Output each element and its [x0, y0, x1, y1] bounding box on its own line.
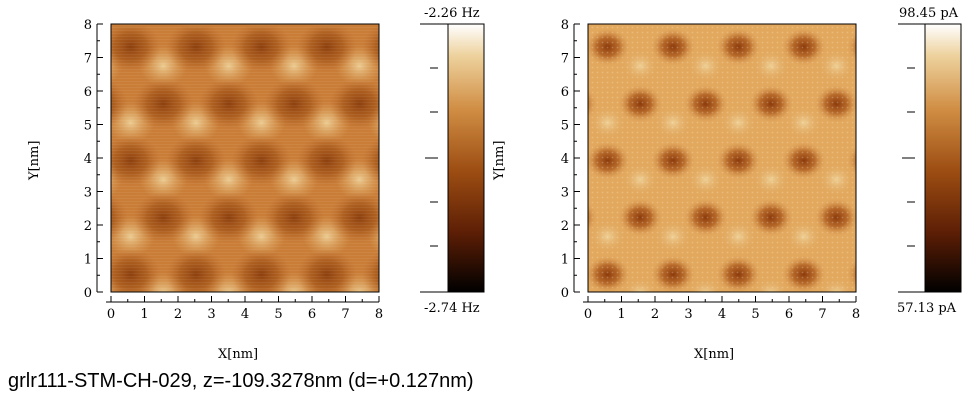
left-colorbar-min: -2.74 Hz: [424, 301, 480, 316]
left-ylabel: Y[nm]: [27, 141, 42, 181]
right-x-tick-label: 1: [617, 307, 625, 322]
left-y-tick-label: 2: [84, 219, 92, 234]
right-y-tick-label: 8: [561, 18, 569, 33]
left-colorbar-gradient: [447, 23, 485, 293]
left-y-tick-label: 5: [84, 119, 92, 134]
right-colorbar: 98.45 pA 57.13 pA: [897, 6, 962, 316]
figure-caption: grlr111-STM-CH-029, z=-109.3278nm (d=+0.…: [8, 370, 474, 392]
left-x-tick-label: 7: [341, 307, 349, 322]
right-y-tick-label: 3: [561, 186, 569, 201]
right-x-tick-label: 0: [584, 307, 592, 322]
left-x-tick-label: 5: [274, 307, 282, 322]
right-colorbar-ticks: [902, 67, 915, 247]
left-image-frame: [110, 23, 380, 293]
right-x-tick-label: 3: [684, 307, 692, 322]
right-x-tick-label: 2: [651, 307, 659, 322]
left-y-tick-label: 7: [84, 52, 92, 67]
right-x-tick-label: 4: [718, 307, 726, 322]
left-colorbar-max: -2.26 Hz: [424, 6, 480, 21]
left-y-tick-label: 4: [84, 152, 92, 167]
right-y-tick-label: 2: [561, 219, 569, 234]
left-xlabel: X[nm]: [218, 347, 258, 362]
left-x-tick-label: 4: [241, 307, 249, 322]
left-x-tick-label: 0: [107, 307, 115, 322]
right-colorbar-min: 57.13 pA: [897, 301, 957, 316]
right-x-tick-label: 7: [818, 307, 826, 322]
right-y-tick-label: 5: [561, 119, 569, 134]
left-panel: 0 1 2 3 4 5 6 7 8 0 1 2 3 4 5 6 7 8 X[nm] Y[nm]: [27, 18, 383, 362]
left-y-tick-label: 3: [84, 186, 92, 201]
left-axes: 0 1 2 3 4 5 6 7 8 0 1 2 3 4 5 6 7 8: [84, 18, 383, 322]
right-colorbar-max: 98.45 pA: [899, 6, 959, 21]
right-xlabel: X[nm]: [694, 347, 734, 362]
right-x-tick-label: 8: [852, 307, 860, 322]
left-x-tick-label: 1: [140, 307, 148, 322]
right-image-frame: [587, 23, 857, 293]
left-colorbar: -2.26 Hz -2.74 Hz: [420, 6, 485, 316]
left-x-tick-label: 8: [375, 307, 383, 322]
left-x-tick-label: 2: [174, 307, 182, 322]
right-x-tick-label: 6: [785, 307, 793, 322]
left-colorbar-ticks: [425, 67, 438, 247]
left-y-tick-label: 0: [84, 286, 92, 301]
right-x-tick-label: 5: [751, 307, 759, 322]
left-y-tick-label: 1: [84, 253, 92, 268]
right-panel: 0 1 2 3 4 5 6 7 8 0 1 2 3 4 5 6 7 8 X[nm] Y[nm]: [492, 18, 860, 362]
left-x-tick-label: 6: [308, 307, 316, 322]
right-y-tick-label: 4: [561, 152, 569, 167]
left-stm-image: [111, 24, 379, 292]
right-y-tick-label: 7: [561, 52, 569, 67]
right-y-tick-label: 6: [561, 85, 569, 100]
left-y-tick-label: 6: [84, 85, 92, 100]
right-axes: 0 1 2 3 4 5 6 7 8 0 1 2 3 4 5 6 7 8: [561, 18, 860, 322]
right-stm-image: [588, 24, 856, 292]
right-y-tick-label: 0: [561, 286, 569, 301]
right-ylabel: Y[nm]: [492, 141, 507, 181]
right-y-tick-label: 1: [561, 253, 569, 268]
left-y-tick-label: 8: [84, 18, 92, 33]
right-colorbar-gradient: [924, 23, 962, 293]
left-x-tick-label: 3: [207, 307, 215, 322]
